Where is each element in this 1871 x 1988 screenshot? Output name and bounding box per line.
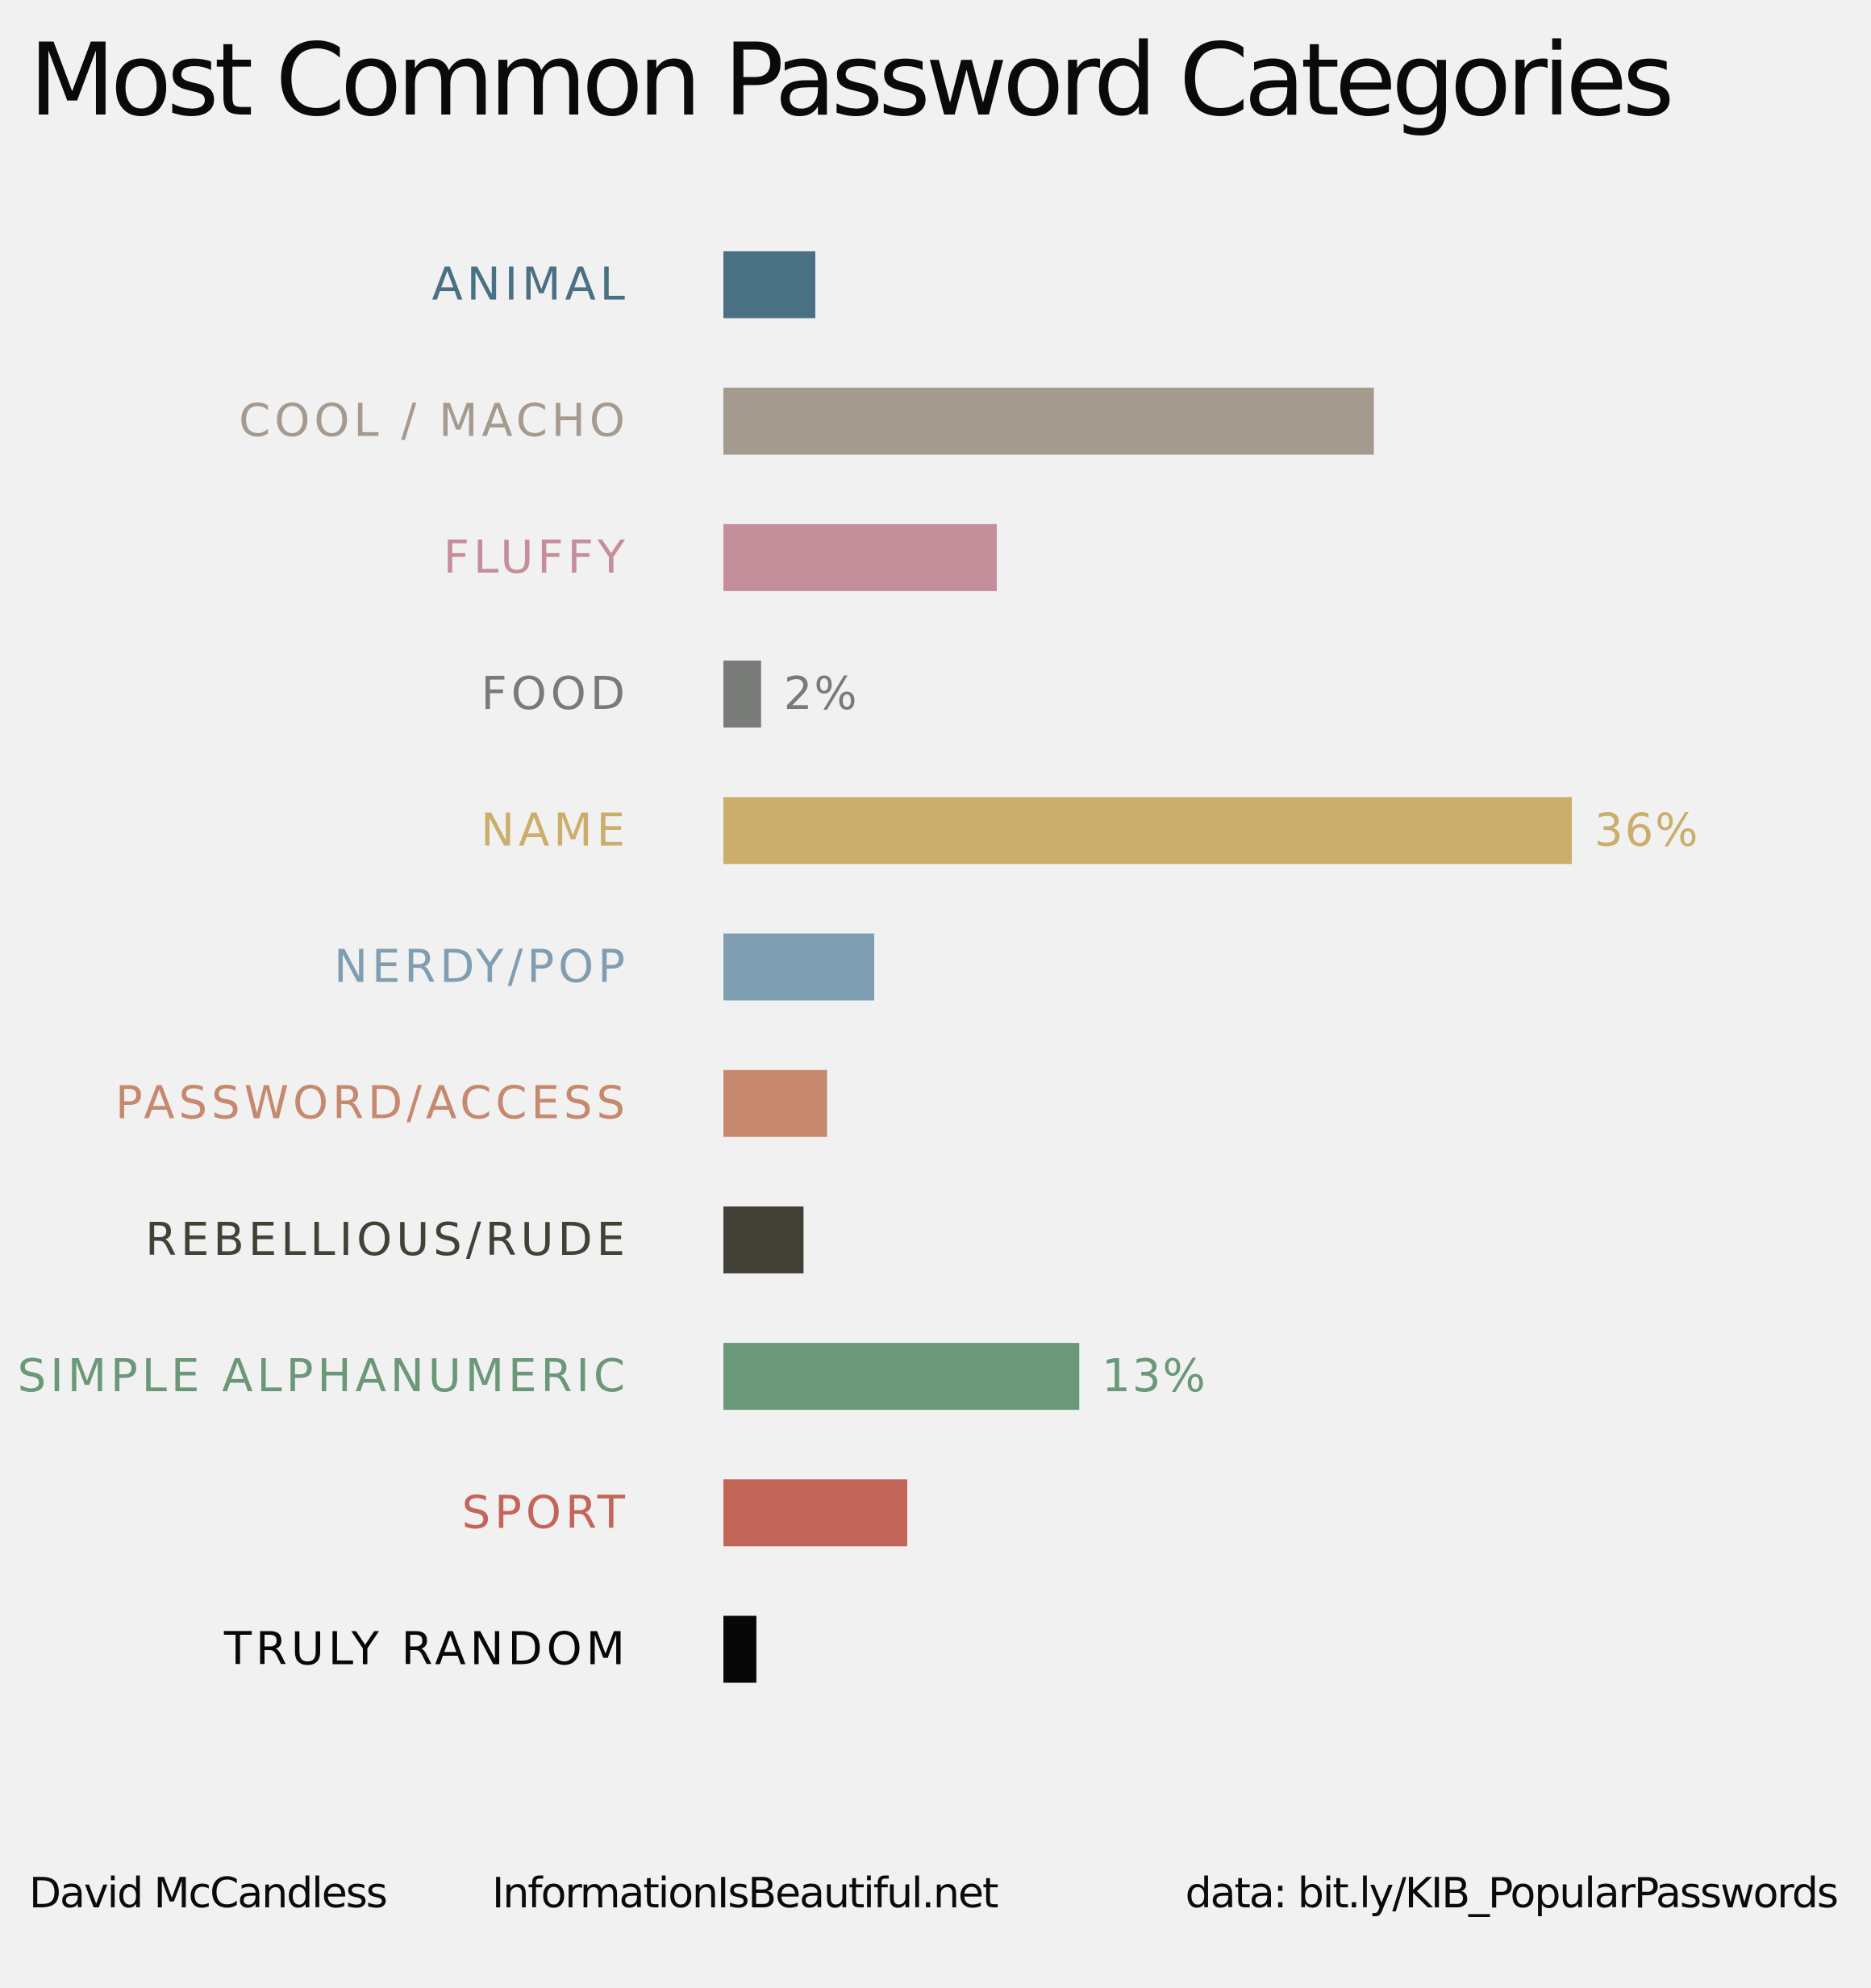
bar-name: [723, 797, 1572, 865]
bar-nerdy-pop: [723, 933, 875, 1001]
category-label-fluffy: FLUFFY: [444, 531, 629, 584]
category-label-truly-random: TRULY RANDOM: [223, 1623, 629, 1676]
bar-sport: [723, 1479, 907, 1547]
category-label-sport: SPORT: [462, 1486, 629, 1539]
category-label-animal: ANIMAL: [431, 259, 629, 311]
category-label-simple-alphanumeric: SIMPLE ALPHANUMERIC: [18, 1350, 629, 1402]
value-label-simple-alphanumeric: 13%: [1102, 1350, 1206, 1402]
bar-truly-random: [723, 1615, 756, 1683]
bar-simple-alphanumeric: [723, 1343, 1080, 1411]
bar-animal: [723, 251, 815, 319]
value-label-food: 2%: [784, 668, 859, 720]
category-label-name: NAME: [481, 804, 629, 856]
footer-source: data: bit.ly/KIB_PopularPasswords: [1185, 1869, 1839, 1918]
category-label-password-access: PASSWORD/ACCESS: [115, 1077, 629, 1130]
bar-password-access: [723, 1069, 827, 1137]
chart-title: Most Common Password Categories: [29, 23, 1674, 139]
value-label-name: 36%: [1594, 804, 1699, 856]
footer-author: David McCandless: [29, 1869, 388, 1918]
bar-food: [723, 661, 761, 728]
category-label-cool-macho: COOL / MACHO: [239, 395, 629, 448]
bar-rebellious-rude: [723, 1206, 804, 1273]
category-label-nerdy-pop: NERDY/POP: [334, 941, 629, 994]
bar-chart: ANIMAL COOL / MACHO FLUFFY FOOD 2% NAME 36% NER…: [18, 251, 1699, 1683]
bar-cool-macho: [723, 387, 1374, 455]
category-label-food: FOOD: [481, 668, 630, 720]
bar-fluffy: [723, 523, 997, 591]
footer-site: InformationIsBeautiful.net: [492, 1869, 998, 1918]
category-label-rebellious-rude: REBELLIOUS/RUDE: [145, 1214, 629, 1266]
